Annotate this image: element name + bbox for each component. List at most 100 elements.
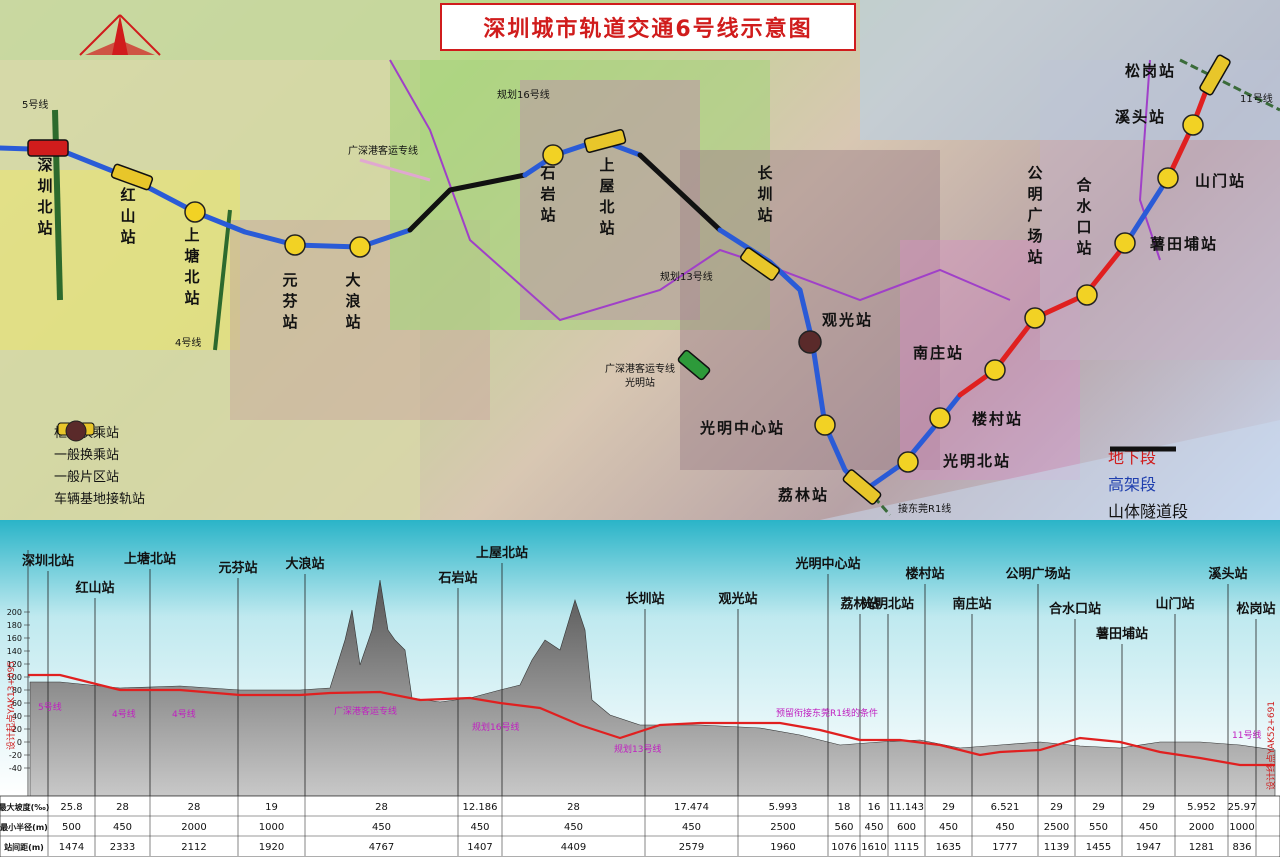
table-cell: 19 [265,802,278,813]
gsg-station-marker [677,349,711,381]
depot-station-icon [65,420,87,442]
legend-label: 一般片区站 [54,469,120,485]
table-cell: 2333 [110,842,135,853]
compass-icon [79,14,161,56]
y-tick-label: 180 [7,621,22,630]
table-cell: 1455 [1086,842,1111,853]
table-cell: 2579 [679,842,704,853]
map-station-label: 深圳北站 [37,156,52,237]
map-station-label: 大浪站 [345,271,360,331]
map-station-label: 石岩站 [539,164,555,224]
map-line-label: 接东莞R1线 [898,502,951,515]
table-cell: 550 [1089,822,1108,833]
map-title: 深圳城市轨道交通6号线示意图 [440,3,856,51]
table-cell: 500 [62,822,81,833]
legend-label: 车辆基地接轨站 [54,491,146,507]
table-cell: 1139 [1044,842,1069,853]
map-station-label: 上屋北站 [599,156,614,237]
map-station-label: 荔林站 [778,486,829,504]
map-station-label: 楼村站 [972,410,1023,428]
profile-annotation: 广深港客运专线 [334,705,397,717]
y-tick-label: 60 [12,699,22,708]
map-line-labels: 5号线4号线11号线规划16号线规划13号线广深港客运专线接东莞R1线广深港客运… [22,88,1273,515]
table-cell: 450 [470,822,489,833]
table-cell: 12.186 [463,802,498,813]
profile-station-label: 山门站 [1155,596,1194,612]
table-cell: 1281 [1189,842,1214,853]
y-tick-label: 20 [12,725,22,734]
profile-station-label: 上屋北站 [476,545,528,561]
profile-annotation: 4号线 [112,708,136,720]
table-cell: 25.8 [60,802,82,813]
table-row-header: 最小半径(m) [0,822,48,832]
profile-station-label: 红山站 [75,580,114,596]
legend-item-general: 一般片区站 [54,420,145,486]
table-cell: 450 [1139,822,1158,833]
map-line-label: 广深港客运专线 [348,144,418,157]
map-station-label: 上塘北站 [184,226,199,307]
profile-station-label: 楼村站 [905,566,944,582]
table-cell: 2112 [181,842,206,853]
profile-station-label: 深圳北站 [22,553,74,569]
profile-station-label: 荔林站 [839,596,879,612]
map-station-label: 溪头站 [1115,108,1166,126]
legend-label: 地下段 [1108,447,1157,467]
table-cell: 2000 [181,822,206,833]
map-station-label: 合水口站 [1075,176,1092,257]
profile-station-label: 长圳站 [625,591,664,607]
y-tick-label: 0 [17,738,22,747]
table-cell: 450 [682,822,701,833]
table-row-header: 站间距(m) [4,842,44,852]
map-line-label: 规划13号线 [660,270,713,283]
table-cell: 16 [868,802,881,813]
map-line-label: 11号线 [1240,92,1273,105]
map-station-label: 薯田埔站 [1149,235,1218,253]
table-cell: 1920 [259,842,284,853]
profile-station-label: 上塘北站 [124,551,176,567]
map-station-label: 红山站 [120,186,135,246]
map-station-label: 元芬站 [282,271,298,331]
table-cell: 4409 [561,842,586,853]
table-cell: 1610 [861,842,886,853]
profile-annotation: 预留衔接东莞R1线的条件 [776,707,878,719]
table-cell: 450 [372,822,391,833]
table-cell: 29 [942,802,955,813]
table-frame [0,795,1280,858]
table-cell: 2500 [1044,822,1069,833]
y-tick-label: 100 [7,673,22,682]
table-cell: 5.952 [1187,802,1216,813]
table-cell: 29 [1092,802,1105,813]
map-line-label: 规划16号线 [497,88,550,101]
table-row-header: 最大坡度(‰) [0,802,49,812]
station-ticks [47,563,1257,796]
table-cell: 1000 [1229,822,1254,833]
table-cell: 600 [897,822,916,833]
line6-gradient-profile [28,673,1275,767]
district-boundary [389,59,1161,322]
station-markers [27,54,1231,505]
y-tick-label: 40 [12,712,22,721]
map-line-label: 4号线 [175,336,201,349]
profile-annotation: 规划16号线 [472,721,519,733]
legend-label: 一般换乘站 [54,447,120,463]
table-cell: 450 [864,822,883,833]
table-cell: 25.97 [1228,802,1257,813]
map-station-label: 光明中心站 [699,419,785,437]
table-cell: 1474 [59,842,84,853]
table-cell: 1000 [259,822,284,833]
table-cell: 28 [567,802,580,813]
table-cell: 1960 [770,842,795,853]
profile-station-label: 石岩站 [437,570,477,586]
longitudinal-profile: 200 180 160 140 120 100 80 60 40 20 0 -20 -40 深圳北站 红山… [0,520,1280,858]
table-cell: 4767 [369,842,394,853]
table-cell: 450 [939,822,958,833]
profile-station-label: 公明广场站 [1005,566,1070,582]
table-cell: 450 [995,822,1014,833]
profile-annotation: 11号线 [1232,729,1261,741]
y-tick-label: 200 [7,608,22,617]
table-cell: 836 [1232,842,1251,853]
y-tick-label: 120 [7,660,22,669]
